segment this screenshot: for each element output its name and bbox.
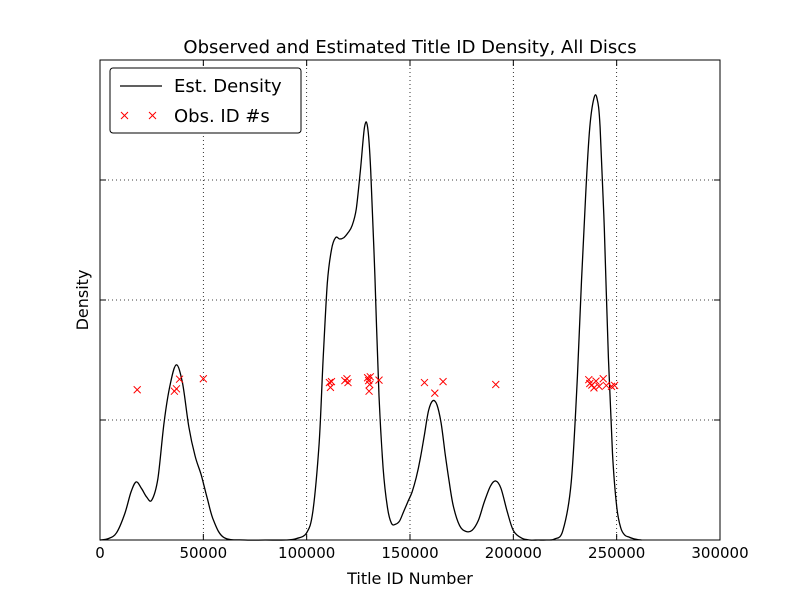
observed-id-marker [590,383,598,392]
observed-series [133,372,619,397]
axis-ticks: 0 50000 100000 150000 200000 250000 300000 [95,59,749,562]
chart-title: Observed and Estimated Title ID Density,… [183,37,636,58]
observed-id-marker [592,377,600,385]
legend: Est. Density Obs. ID #s [109,67,302,134]
x-tick-label: 50000 [179,544,227,562]
observed-id-marker [366,372,375,381]
density-series [99,94,642,541]
observed-id-marker [491,380,500,389]
observed-id-marker [344,378,352,387]
density-line [99,94,642,541]
observed-id-marker [599,374,608,383]
legend-x-marker-swatch [120,111,157,120]
x-axis-label: Title ID Number [346,569,473,588]
observed-id-marker [610,381,619,390]
x-tick-label: 150000 [381,544,438,562]
observed-id-marker [199,374,208,383]
legend-box [109,67,302,134]
observed-id-marker [363,373,372,382]
observed-id-marker [133,385,142,394]
observed-id-marker [430,389,439,397]
x-tick-label: 300000 [691,544,748,562]
observed-id-marker [325,378,334,387]
legend-label-est-density: Est. Density [174,76,282,97]
legend-label-obs-ids: Obs. ID #s [174,106,270,127]
observed-id-marker [595,382,603,391]
y-axis-label: Density [73,270,92,331]
x-tick-label: 250000 [588,544,645,562]
observed-id-marker [172,384,181,393]
x-tick-label: 200000 [485,544,542,562]
observed-id-marker [365,387,373,396]
x-tick-label: 100000 [278,544,335,562]
observed-id-marker [175,375,184,384]
observed-id-marker [420,378,429,387]
observed-id-marker [365,380,374,389]
observed-id-marker [327,377,336,386]
grid-lines [100,60,720,540]
observed-id-marker [375,376,383,385]
x-tick-label: 0 [95,544,105,562]
observed-id-marker [439,377,447,386]
